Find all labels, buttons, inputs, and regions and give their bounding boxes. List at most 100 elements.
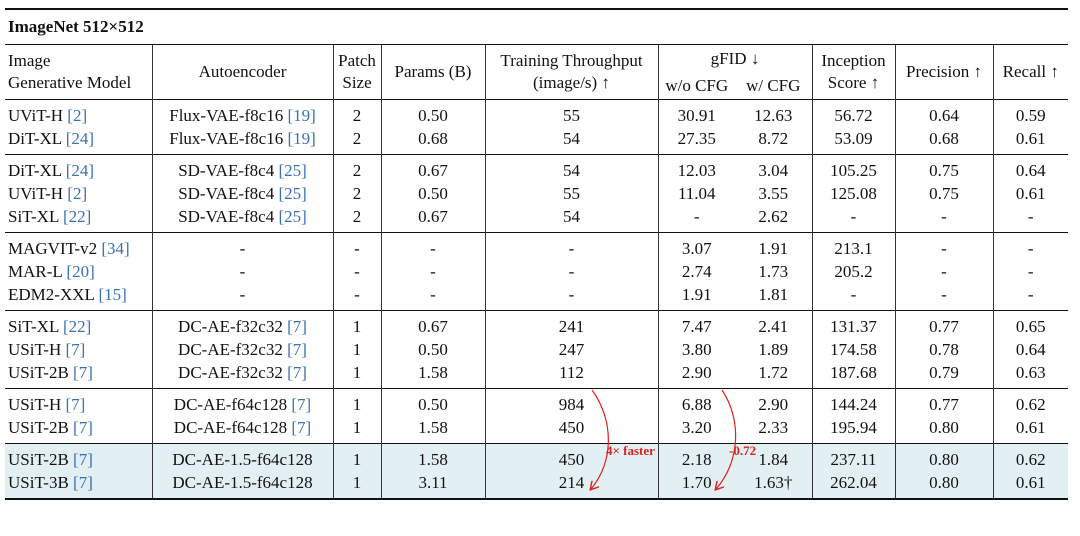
table-row: MAGVIT-v2 [34] - - - -3.07 1.91 213.1- - bbox=[5, 232, 1069, 260]
autoencoder-cell: - bbox=[151, 260, 333, 283]
autoencoder-name: - bbox=[239, 261, 246, 281]
row-group: UViT-H [2] Flux-VAE-f8c16 [19] 2 0.50 55 30.9… bbox=[5, 99, 1069, 155]
model-cell: DiT-XL [24] bbox=[5, 155, 152, 183]
table-cell: 3.80 bbox=[657, 338, 735, 361]
table-cell: 2.74 bbox=[657, 260, 735, 283]
header-cell: Params (B) bbox=[380, 44, 485, 100]
table-cell: 1.89 bbox=[758, 339, 789, 359]
citation: [7] bbox=[73, 472, 93, 492]
table-cell: - bbox=[992, 283, 1069, 311]
table-cell: 1.91 bbox=[657, 283, 735, 311]
model-name: USiT-2B bbox=[8, 449, 69, 469]
table-cell: 1.70 bbox=[657, 471, 735, 499]
autoencoder-cell: DC-AE-f32c32 [7] bbox=[151, 361, 333, 389]
table-cell: 0.61 bbox=[992, 416, 1069, 444]
citation: [7] bbox=[65, 339, 86, 359]
table-cell: - bbox=[332, 260, 381, 283]
table-row: UViT-H [2] SD-VAE-f8c4 [25] 2 0.50 55 11.04 3.… bbox=[5, 182, 1069, 205]
table-cell: 56.72 bbox=[811, 99, 895, 127]
table-cell: 3.55 bbox=[758, 183, 789, 203]
table-cell: 2.33 bbox=[758, 417, 789, 437]
table-cell: 131.37 bbox=[811, 310, 895, 338]
table-cell: 262.04 bbox=[811, 471, 895, 499]
autoencoder-name: DC-AE-f32c32 bbox=[178, 362, 283, 382]
autoencoder-name: DC-AE-f64c128 bbox=[173, 417, 288, 437]
table-cell: - bbox=[332, 283, 381, 311]
table-cell: 205.2 bbox=[811, 260, 895, 283]
table-cell: 54 bbox=[484, 127, 658, 155]
table-cell: 1.58 bbox=[380, 361, 485, 389]
table-row: SiT-XL [22] DC-AE-f32c32 [7] 1 0.67 241 7.47 2… bbox=[5, 310, 1069, 339]
table-cell: 2.41 bbox=[758, 316, 789, 336]
model-cell: DiT-XL [24] bbox=[5, 127, 152, 155]
citation: [7] bbox=[65, 394, 86, 414]
table-cell: - bbox=[992, 260, 1069, 283]
model-cell: SiT-XL [22] bbox=[5, 205, 152, 233]
table-cell: 1 bbox=[332, 471, 381, 499]
citation: [7] bbox=[73, 362, 93, 382]
autoencoder-cell: DC-AE-f64c128 [7] bbox=[151, 416, 333, 444]
table-cell: 1 bbox=[332, 310, 381, 338]
model-cell: SiT-XL [22] bbox=[5, 311, 152, 339]
table-cell: 0.80 bbox=[894, 416, 993, 444]
table-cell: 187.68 bbox=[811, 361, 895, 389]
table-cell: 214 bbox=[484, 471, 658, 499]
row-group: DiT-XL [24] SD-VAE-f8c4 [25] 2 0.67 54 12.03 3… bbox=[5, 154, 1069, 233]
table-cell: 6.88 bbox=[657, 388, 735, 416]
citation: [24] bbox=[65, 160, 95, 180]
citation: [25] bbox=[278, 183, 307, 203]
header-cell: Recall ↑ bbox=[992, 44, 1069, 100]
table-cell: - bbox=[811, 205, 895, 233]
table-cell: 0.64 bbox=[992, 338, 1069, 361]
autoencoder-name: DC-AE-f32c32 bbox=[178, 316, 283, 336]
table-cell: 30.91 bbox=[657, 99, 735, 127]
table-cell: 0.67 bbox=[380, 154, 485, 182]
autoencoder-name: - bbox=[239, 238, 246, 258]
table-cell: 53.09 bbox=[811, 127, 895, 155]
table-row: DiT-XL [24] SD-VAE-f8c4 [25] 2 0.67 54 12.03 3… bbox=[5, 154, 1069, 183]
autoencoder-cell: DC-AE-1.5-f64c128 bbox=[151, 471, 333, 499]
table-cell: - bbox=[484, 260, 658, 283]
table-cell: - bbox=[811, 283, 895, 311]
citation: [25] bbox=[278, 206, 307, 226]
header-cell: Autoencoder bbox=[151, 44, 333, 100]
table-cell: 1.63† bbox=[754, 472, 793, 492]
model-cell: USiT-H [7] bbox=[5, 389, 152, 417]
model-name: SiT-XL bbox=[8, 206, 59, 226]
autoencoder-name: Flux-VAE-f8c16 bbox=[169, 128, 284, 148]
table-cell: 54 bbox=[484, 154, 658, 182]
model-name: USiT-H bbox=[8, 339, 62, 359]
citation: [15] bbox=[98, 284, 127, 304]
citation: [19] bbox=[287, 128, 316, 148]
header-subcell: w/o CFG bbox=[657, 72, 735, 100]
table-cell: 112 bbox=[484, 361, 658, 389]
autoencoder-cell: - bbox=[151, 232, 333, 260]
table-cell: 144.24 bbox=[811, 388, 895, 416]
model-cell: USiT-2B [7] bbox=[5, 416, 152, 444]
model-name: USiT-2B bbox=[8, 417, 69, 437]
autoencoder-name: DC-AE-1.5-f64c128 bbox=[172, 472, 313, 492]
table-cell: 2.90 bbox=[657, 361, 735, 389]
table-cell: 0.67 bbox=[380, 310, 485, 338]
table-cell: 0.65 bbox=[992, 310, 1069, 338]
table-cell: 1.73 bbox=[758, 261, 789, 281]
table-cell: 2.62 bbox=[758, 206, 789, 226]
header-cell: Precision ↑ bbox=[894, 44, 993, 100]
table-cell: 2.90 bbox=[758, 394, 789, 414]
citation: [2] bbox=[67, 105, 88, 125]
table-cell: 1.84 bbox=[758, 449, 789, 469]
autoencoder-cell: Flux-VAE-f8c16 [19] bbox=[151, 99, 333, 127]
table-cell: 0.50 bbox=[380, 99, 485, 127]
model-name: SiT-XL bbox=[8, 316, 59, 336]
model-name: DiT-XL bbox=[8, 160, 62, 180]
table-cell: 0.50 bbox=[380, 338, 485, 361]
autoencoder-cell: SD-VAE-f8c4 [25] bbox=[151, 154, 333, 182]
table-cell: 1 bbox=[332, 361, 381, 389]
table-cell: 0.61 bbox=[992, 182, 1069, 205]
header-cell: Patch Size bbox=[332, 44, 381, 100]
table-cell: 241 bbox=[484, 310, 658, 338]
table-cell: - bbox=[894, 260, 993, 283]
autoencoder-cell: DC-AE-f32c32 [7] bbox=[151, 338, 333, 361]
table-cell: 27.35 bbox=[657, 127, 735, 155]
table-cell: - bbox=[657, 205, 735, 233]
